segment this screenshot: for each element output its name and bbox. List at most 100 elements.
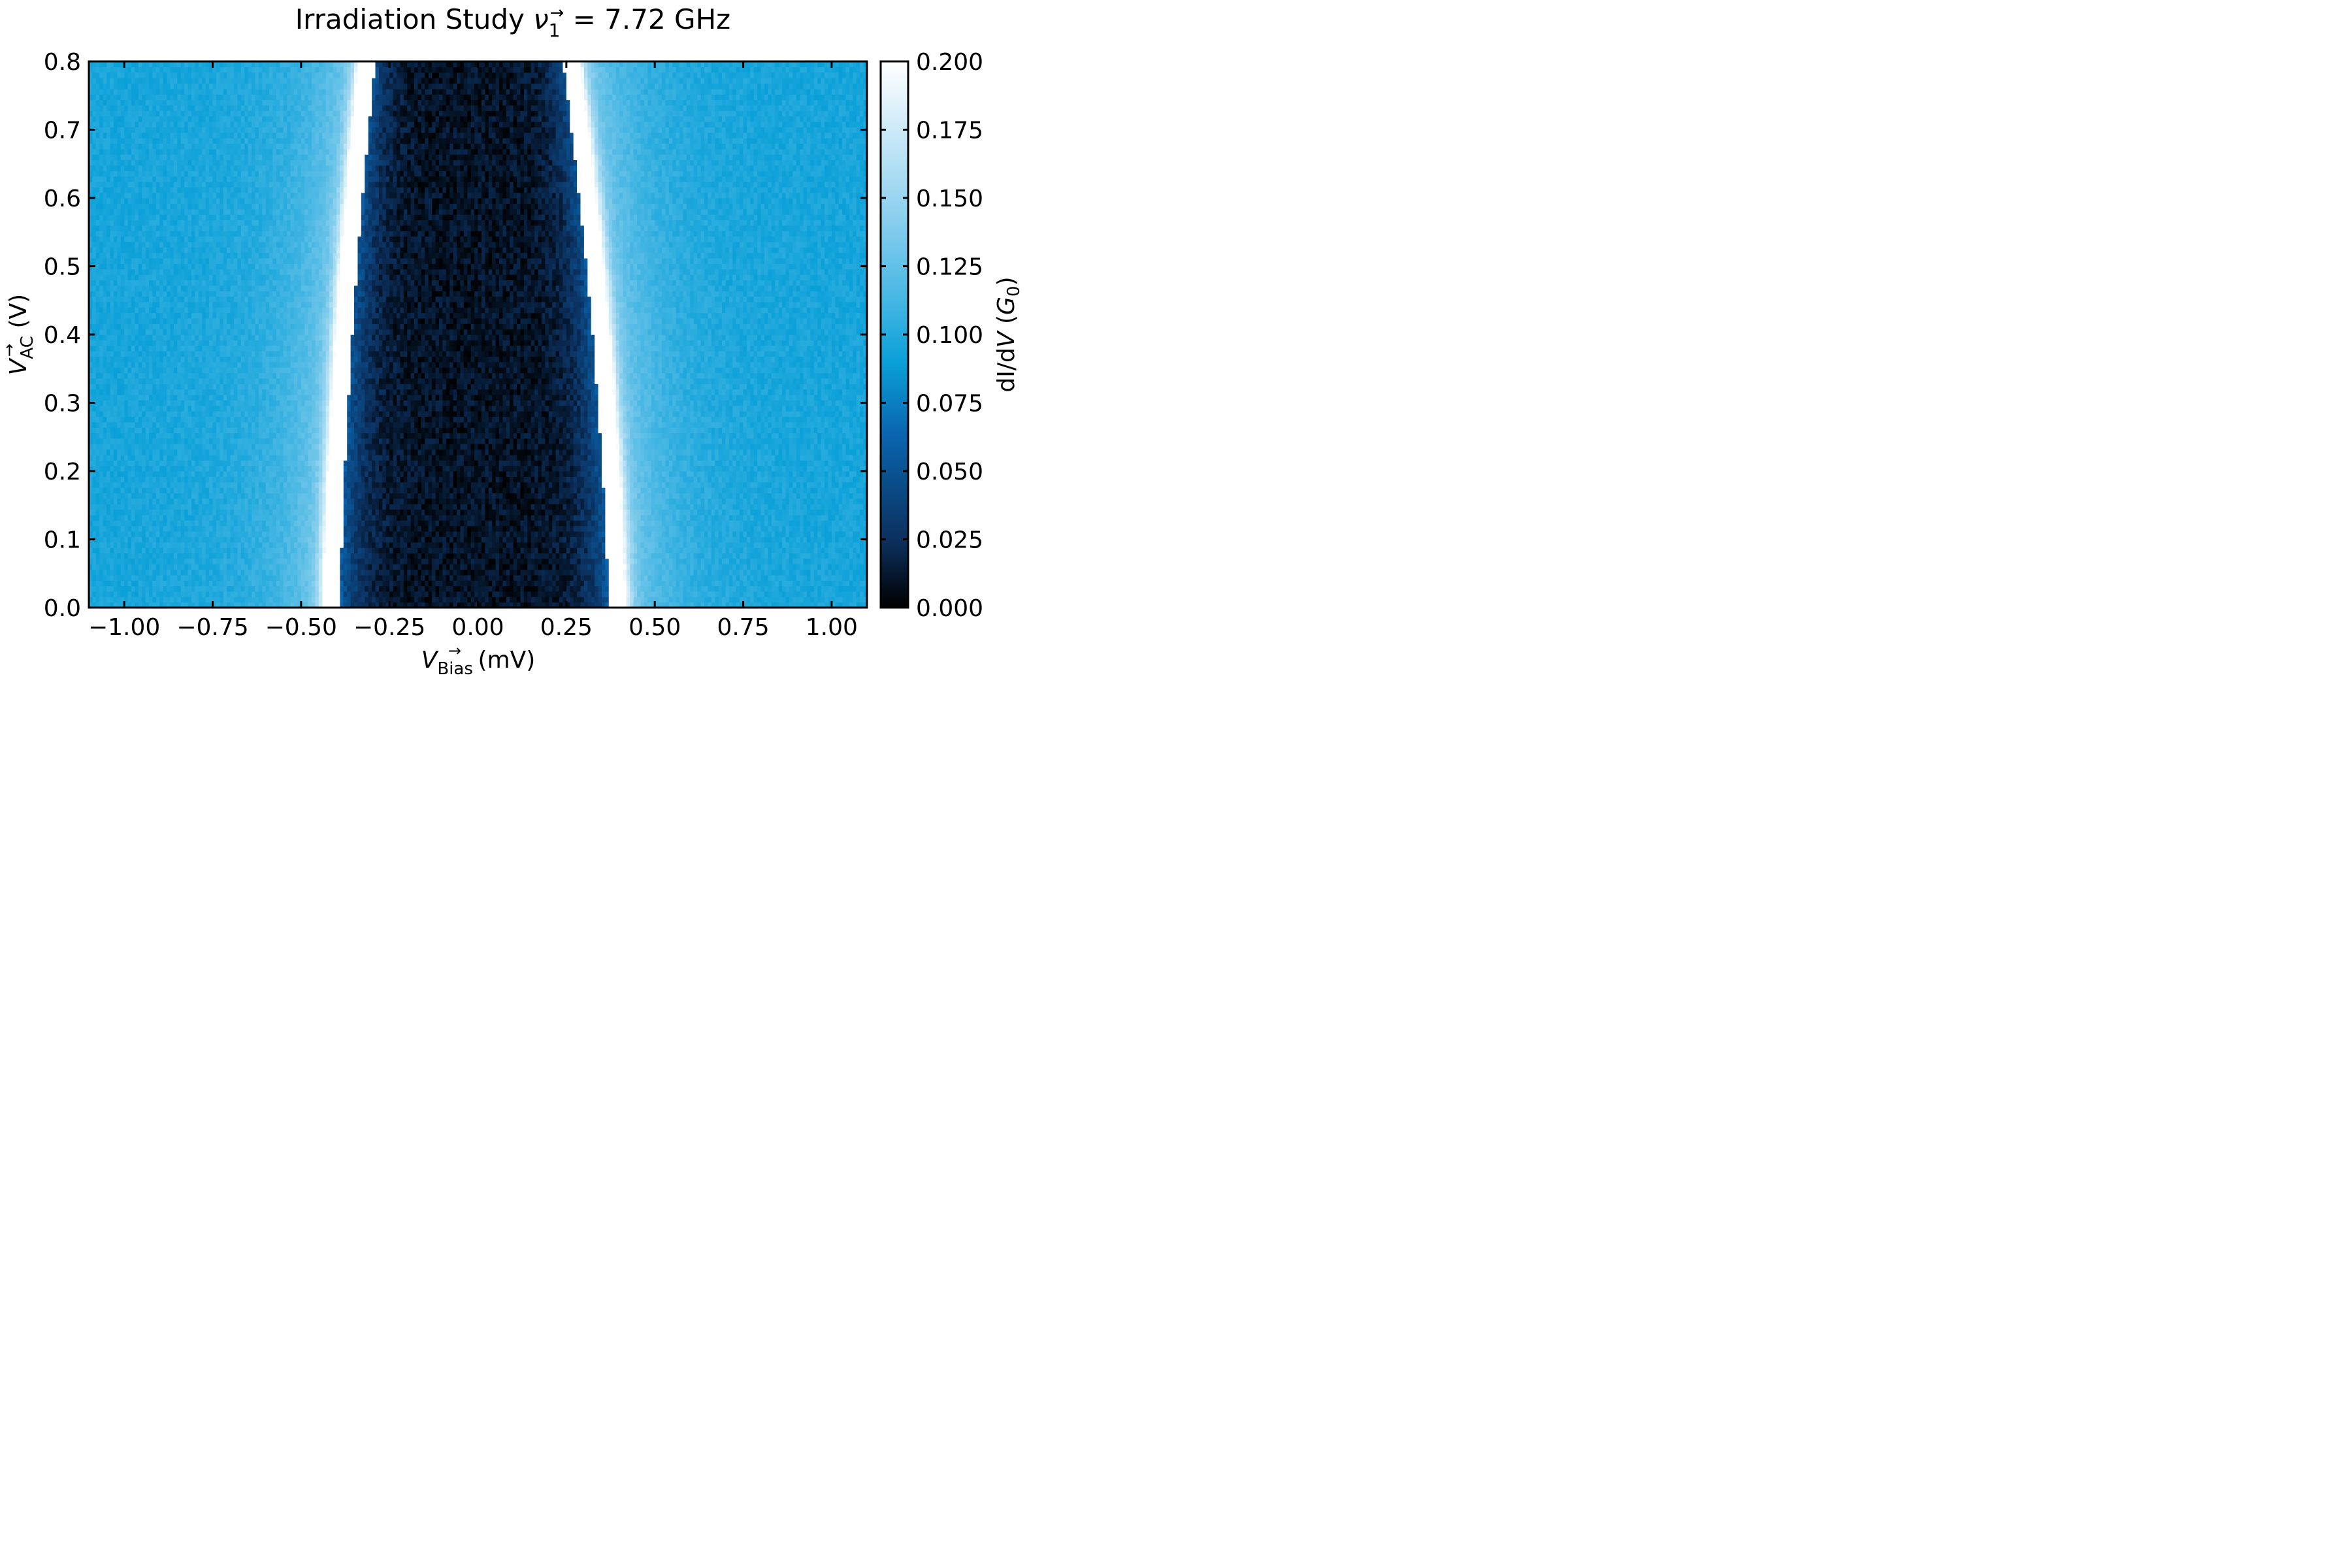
heatmap-cell	[644, 586, 648, 592]
heatmap-cell	[414, 575, 418, 581]
heatmap-cell	[142, 580, 146, 586]
heatmap-cell	[757, 596, 761, 602]
heatmap-cell	[287, 591, 291, 597]
heatmap-cell	[322, 586, 326, 592]
heatmap-cell	[478, 575, 482, 581]
heatmap-cell	[489, 586, 493, 592]
heatmap-cell	[761, 591, 765, 597]
heatmap-cell	[110, 580, 114, 586]
heatmap-cell	[538, 575, 542, 581]
heatmap-cell	[411, 575, 415, 581]
heatmap-cell	[853, 586, 857, 592]
heatmap-cell	[651, 580, 655, 586]
heatmap-cell	[460, 596, 464, 602]
heatmap-cell	[846, 596, 850, 602]
heatmap-cell	[694, 596, 698, 602]
heatmap-cell	[223, 586, 227, 592]
heatmap-cell	[747, 586, 751, 592]
heatmap-cell	[694, 591, 698, 597]
heatmap-cell	[634, 591, 638, 597]
heatmap-cell	[453, 575, 457, 581]
heatmap-cell	[492, 580, 496, 586]
heatmap-cell	[421, 591, 425, 597]
heatmap-cell	[708, 580, 711, 586]
heatmap-cell	[425, 591, 429, 597]
heatmap-cell	[439, 580, 443, 586]
heatmap-cell	[485, 591, 489, 597]
heatmap-cell	[697, 591, 701, 597]
heatmap-cell	[796, 591, 800, 597]
heatmap-cell	[708, 596, 711, 602]
heatmap-cell	[336, 575, 340, 581]
heatmap-cell	[135, 591, 139, 597]
heatmap-cell	[436, 596, 440, 602]
heatmap-cell	[142, 596, 146, 602]
heatmap-cell	[556, 586, 560, 592]
heatmap-cell	[315, 575, 319, 581]
heatmap-cell	[386, 591, 390, 597]
heatmap-cell	[329, 575, 333, 581]
heatmap-cell	[326, 580, 330, 586]
heatmap-cell	[128, 580, 132, 586]
heatmap-cell	[301, 580, 305, 586]
heatmap-cell	[740, 586, 743, 592]
heatmap-cell	[687, 586, 691, 592]
heatmap-cell	[627, 596, 630, 602]
heatmap-cell	[817, 586, 821, 592]
heatmap-cell	[556, 591, 560, 597]
heatmap-cell	[439, 591, 443, 597]
heatmap-cell	[262, 586, 266, 592]
heatmap-cell	[556, 575, 560, 581]
heatmap-cell	[241, 586, 245, 592]
heatmap-cell	[524, 575, 528, 581]
heatmap-cell	[478, 580, 482, 586]
heatmap-cell	[542, 596, 546, 602]
heatmap-cell	[584, 586, 588, 592]
heatmap-cell	[220, 586, 223, 592]
heatmap-cell	[252, 575, 255, 581]
heatmap-cell	[248, 596, 252, 602]
heatmap-cell	[499, 591, 503, 597]
heatmap-cell	[754, 586, 758, 592]
heatmap-cell	[376, 580, 380, 586]
heatmap-cell	[244, 580, 248, 586]
heatmap-cell	[159, 596, 163, 602]
heatmap-cell	[605, 586, 609, 592]
heatmap-cell	[301, 575, 305, 581]
heatmap-cell	[259, 586, 263, 592]
heatmap-cell	[202, 596, 206, 602]
heatmap-cell	[234, 586, 238, 592]
heatmap-cell	[729, 591, 733, 597]
heatmap-cell	[570, 596, 574, 602]
heatmap-cell	[524, 580, 528, 586]
heatmap-cell	[782, 580, 786, 586]
heatmap-cell	[609, 596, 613, 602]
heatmap-cell	[407, 586, 411, 592]
heatmap-cell	[849, 586, 853, 592]
heatmap-cell	[121, 580, 125, 586]
heatmap-cell	[368, 596, 372, 602]
heatmap-cell	[467, 596, 471, 602]
heatmap-cell	[647, 586, 651, 592]
heatmap-cell	[389, 580, 393, 586]
heatmap-cell	[135, 575, 139, 581]
heatmap-cell	[457, 586, 461, 592]
heatmap-cell	[814, 580, 818, 586]
heatmap-cell	[559, 586, 563, 592]
heatmap-cell	[159, 591, 163, 597]
heatmap-cell	[570, 586, 574, 592]
heatmap-cell	[474, 575, 478, 581]
heatmap-cell	[269, 591, 273, 597]
heatmap-cell	[839, 596, 843, 602]
heatmap-cell	[326, 596, 330, 602]
heatmap-cell	[743, 580, 747, 586]
heatmap-cell	[372, 575, 376, 581]
heatmap-cell	[616, 591, 620, 597]
heatmap-cell	[174, 596, 178, 602]
heatmap-cell	[563, 586, 566, 592]
heatmap-cell	[354, 591, 358, 597]
heatmap-cell	[191, 586, 195, 592]
heatmap-cell	[220, 596, 223, 602]
heatmap-cell	[708, 591, 711, 597]
heatmap-cell	[417, 596, 421, 602]
